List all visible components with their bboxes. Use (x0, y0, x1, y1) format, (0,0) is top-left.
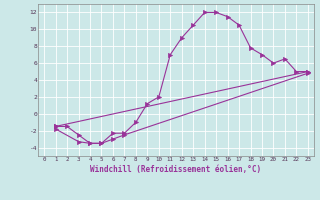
X-axis label: Windchill (Refroidissement éolien,°C): Windchill (Refroidissement éolien,°C) (91, 165, 261, 174)
